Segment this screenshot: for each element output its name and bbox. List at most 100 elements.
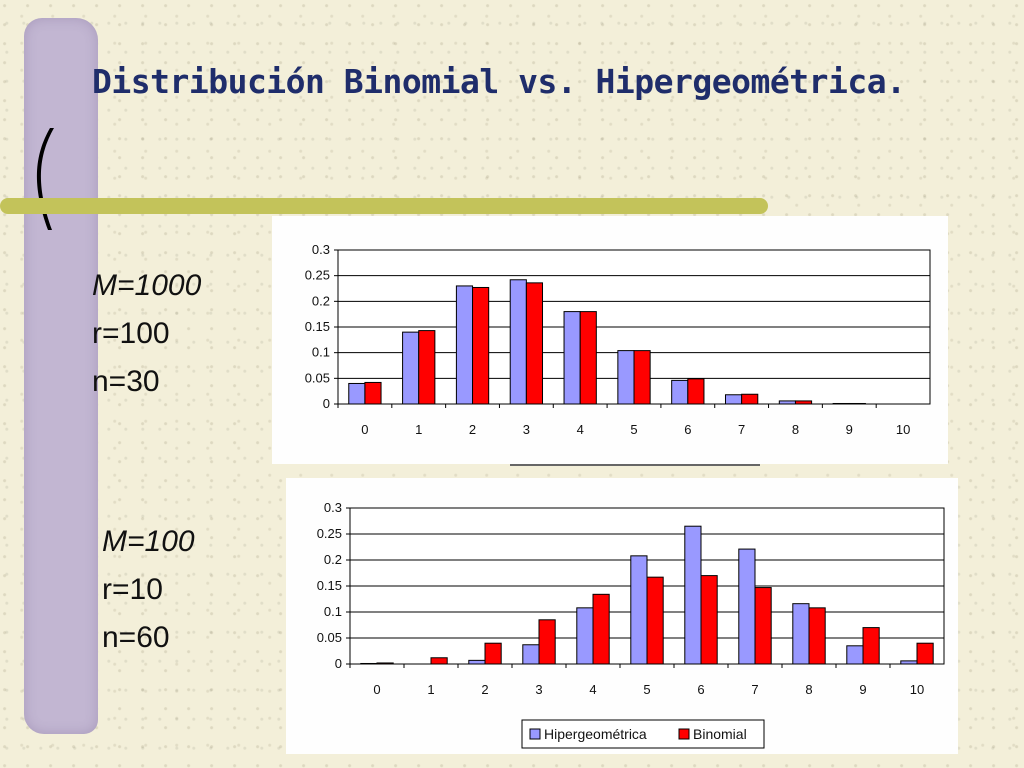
bar-hipergeometrica bbox=[509, 279, 527, 405]
x-tick-label: 2 bbox=[469, 422, 476, 437]
bar-hipergeometrica bbox=[900, 660, 918, 665]
x-tick-label: 5 bbox=[643, 682, 650, 697]
legend-box bbox=[521, 719, 765, 749]
bar-binomial bbox=[754, 587, 772, 665]
y-tick-label: 0.2 bbox=[324, 552, 342, 567]
param-M: M=1000 bbox=[92, 269, 202, 302]
bar-hipergeometrica bbox=[468, 659, 486, 665]
params-block-2: M=100 r=10 n=60 bbox=[102, 518, 195, 662]
y-tick-label: 0.1 bbox=[312, 345, 330, 360]
bar-binomial bbox=[687, 378, 705, 405]
x-tick-label: 7 bbox=[751, 682, 758, 697]
param-n: n=60 bbox=[102, 621, 170, 654]
y-tick-label: 0.05 bbox=[317, 630, 342, 645]
bar-binomial bbox=[538, 619, 556, 665]
bar-binomial bbox=[418, 330, 436, 405]
param-r: r=100 bbox=[92, 317, 170, 350]
param-r: r=10 bbox=[102, 573, 163, 606]
bar-hipergeometrica bbox=[724, 394, 743, 405]
legend-label: Hipergeométrica bbox=[544, 726, 647, 742]
y-tick-label: 0 bbox=[335, 656, 342, 671]
y-tick-label: 0.3 bbox=[312, 242, 330, 257]
bracket-ornament bbox=[36, 128, 54, 230]
y-tick-label: 0.25 bbox=[317, 526, 342, 541]
legend-swatch bbox=[529, 728, 541, 740]
bar-hipergeometrica bbox=[563, 311, 581, 405]
x-tick-label: 6 bbox=[697, 682, 704, 697]
bar-hipergeometrica bbox=[617, 350, 635, 405]
bar-binomial bbox=[525, 282, 544, 405]
bar-chart-2: 0 0.05 0.1 0.15 0.2 0.25 0.3 0 1 2 3 4 5 6 7 8 9 10 Hiperg… bbox=[317, 500, 945, 749]
x-tick-label: 8 bbox=[792, 422, 799, 437]
x-tick-label: 9 bbox=[846, 422, 853, 437]
bar-binomial bbox=[916, 642, 934, 665]
x-tick-label: 7 bbox=[738, 422, 745, 437]
bar-binomial bbox=[741, 393, 759, 405]
y-tick-label: 0.2 bbox=[312, 293, 330, 308]
bar-binomial bbox=[376, 662, 394, 665]
chart-1-container: 0 0.05 0.1 0.15 0.2 0.25 0.3 0 1 2 3 4 5 6 7 8 9 10 bbox=[272, 216, 948, 464]
y-tick-label: 0.1 bbox=[324, 604, 342, 619]
x-tick-label: 8 bbox=[805, 682, 812, 697]
bar-binomial bbox=[430, 657, 448, 665]
bar-binomial bbox=[700, 575, 718, 665]
params-block-1: M=1000 r=100 n=30 bbox=[92, 262, 201, 406]
bar-hipergeometrica bbox=[778, 400, 796, 405]
green-divider-line bbox=[0, 198, 768, 214]
bar-hipergeometrica bbox=[455, 285, 474, 405]
x-tick-label: 1 bbox=[427, 682, 434, 697]
x-tick-label: 3 bbox=[523, 422, 530, 437]
bar-hipergeometrica bbox=[360, 662, 378, 665]
bar-binomial bbox=[848, 402, 866, 405]
x-tick-label: 9 bbox=[859, 682, 866, 697]
y-tick-label: 0 bbox=[323, 396, 330, 411]
y-tick-label: 0.15 bbox=[317, 578, 342, 593]
x-tick-label: 4 bbox=[577, 422, 584, 437]
bar-chart-1: 0 0.05 0.1 0.15 0.2 0.25 0.3 0 1 2 3 4 5 6 7 8 9 10 bbox=[305, 242, 931, 437]
param-n: n=30 bbox=[92, 365, 160, 398]
bar-hipergeometrica bbox=[522, 644, 540, 665]
bar-hipergeometrica bbox=[846, 645, 864, 665]
y-tick-label: 0.15 bbox=[305, 319, 330, 334]
x-tick-label: 3 bbox=[535, 682, 542, 697]
legend-swatch bbox=[678, 728, 690, 740]
chart-1-underline bbox=[510, 464, 760, 466]
decorative-side-strip bbox=[24, 18, 98, 734]
bar-binomial bbox=[592, 593, 610, 665]
bar-hipergeometrica bbox=[738, 548, 756, 665]
slide-title: Distribución Binomial vs. Hipergeométric… bbox=[92, 62, 906, 101]
x-tick-label: 5 bbox=[630, 422, 637, 437]
bar-hipergeometrica bbox=[348, 382, 366, 405]
x-tick-label: 10 bbox=[910, 682, 924, 697]
bar-binomial bbox=[633, 350, 651, 405]
x-tick-label: 2 bbox=[481, 682, 488, 697]
chart-2-container: 0 0.05 0.1 0.15 0.2 0.25 0.3 0 1 2 3 4 5 6 7 8 9 10 Hiperg… bbox=[286, 478, 958, 754]
x-tick-label: 10 bbox=[896, 422, 910, 437]
bar-binomial bbox=[646, 576, 664, 665]
bar-hipergeometrica bbox=[576, 607, 594, 665]
x-tick-label: 6 bbox=[684, 422, 691, 437]
bar-hipergeometrica bbox=[792, 603, 810, 665]
y-tick-label: 0.25 bbox=[305, 268, 330, 283]
bar-hipergeometrica bbox=[684, 525, 702, 665]
bar-binomial bbox=[472, 286, 490, 405]
y-tick-label: 0.3 bbox=[324, 500, 342, 515]
bar-binomial bbox=[484, 642, 502, 665]
param-M: M=100 bbox=[102, 525, 195, 558]
bar-hipergeometrica bbox=[832, 402, 850, 405]
bar-hipergeometrica bbox=[671, 379, 689, 405]
bar-binomial bbox=[579, 311, 597, 405]
bar-binomial bbox=[794, 400, 813, 405]
y-tick-label: 0.05 bbox=[305, 370, 330, 385]
bar-binomial bbox=[808, 607, 826, 665]
bar-hipergeometrica bbox=[402, 331, 420, 405]
legend-label: Binomial bbox=[693, 726, 747, 742]
chart-legend: Hipergeométrica Binomial bbox=[521, 719, 765, 749]
x-tick-label: 0 bbox=[361, 422, 368, 437]
bar-binomial bbox=[364, 381, 382, 405]
bar-binomial bbox=[862, 627, 880, 665]
x-tick-label: 4 bbox=[589, 682, 596, 697]
x-tick-label: 0 bbox=[373, 682, 380, 697]
x-tick-label: 1 bbox=[415, 422, 422, 437]
bar-hipergeometrica bbox=[630, 555, 648, 665]
